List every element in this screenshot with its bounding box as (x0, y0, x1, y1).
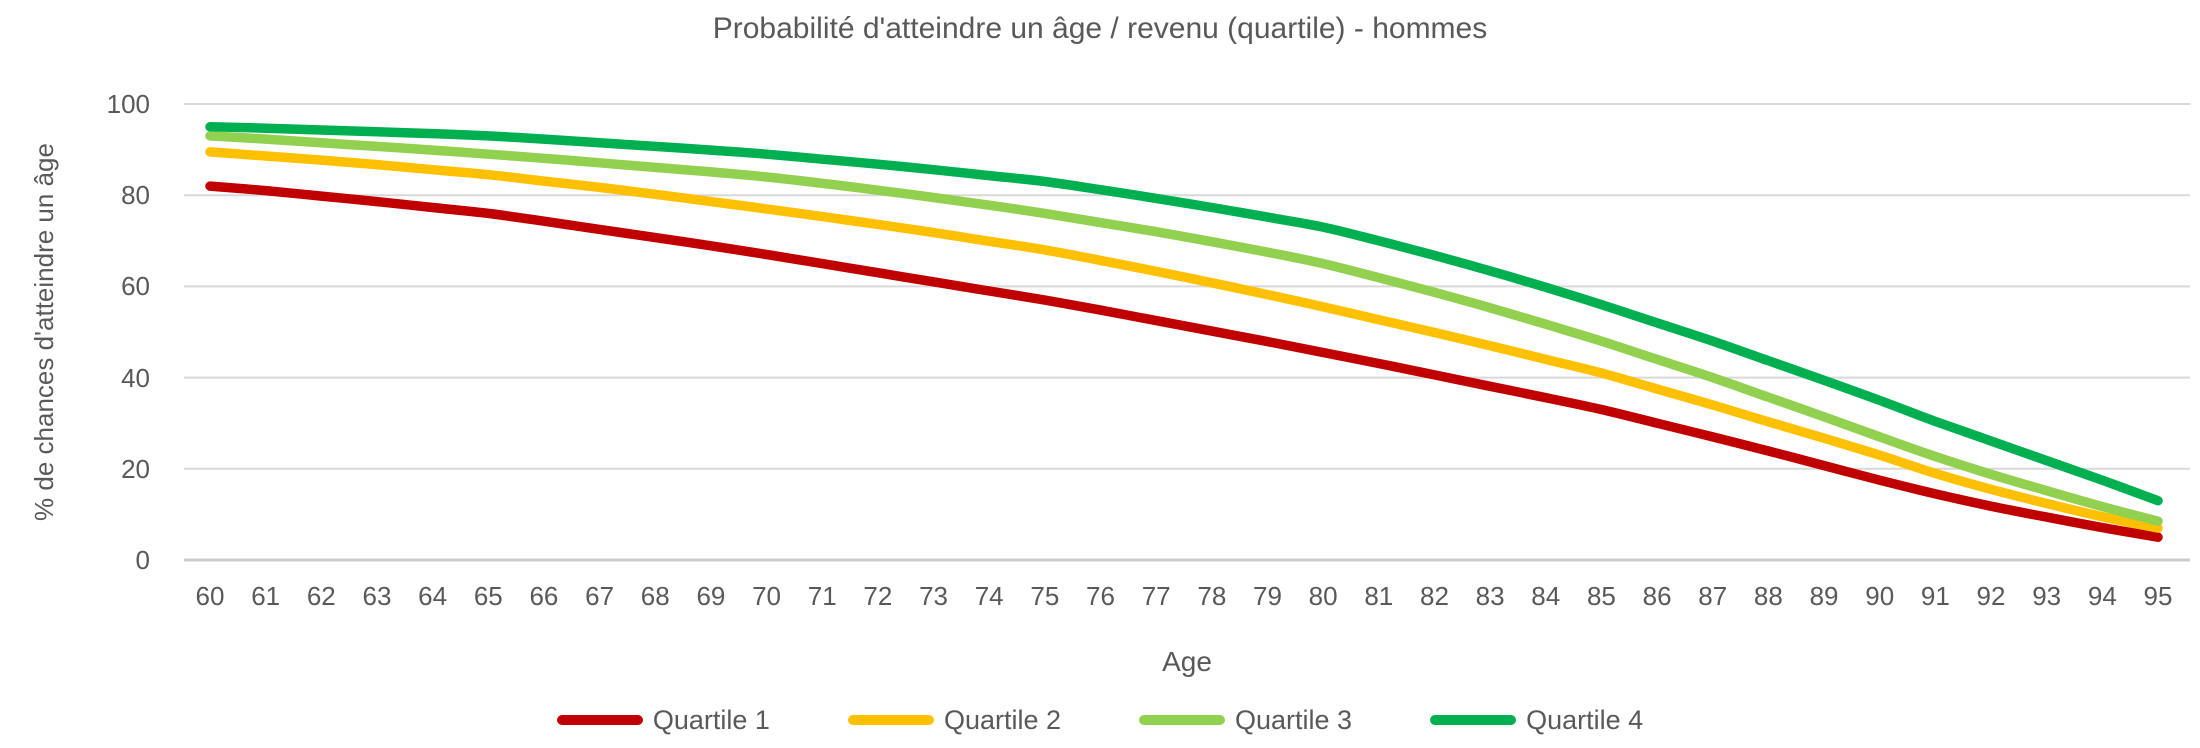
x-tick-label: 86 (1642, 581, 1672, 611)
series-line-quartile-3 (205, 131, 2163, 526)
legend-swatch (556, 715, 643, 725)
x-tick-label: 60 (195, 581, 225, 611)
x-tick-label: 73 (919, 581, 948, 611)
x-tick-label: 95 (2143, 581, 2173, 611)
legend-label: Quartile 3 (1235, 704, 1353, 735)
x-tick-label: 93 (2032, 581, 2062, 611)
x-axis-title: Age (1162, 646, 1212, 677)
legend-swatch (847, 715, 934, 725)
x-tick-label: 71 (807, 581, 837, 611)
x-tick-label: 92 (1976, 581, 2006, 611)
x-tick-label: 80 (1308, 581, 1338, 611)
legend-swatch (1139, 715, 1225, 725)
x-tick-label: 84 (1531, 581, 1561, 611)
x-tick-label: 69 (696, 581, 726, 611)
y-tick-label: 60 (121, 271, 150, 302)
x-tick-label: 88 (1753, 581, 1783, 611)
x-tick-label: 89 (1809, 581, 1839, 611)
x-tick-label: 70 (752, 581, 782, 611)
x-tick-label: 64 (418, 581, 448, 611)
x-tick-label: 77 (1141, 581, 1171, 611)
y-tick-label: 80 (121, 180, 150, 211)
legend-item-quartile-2: Quartile 2 (847, 704, 1061, 736)
x-tick-label: 91 (1920, 581, 1950, 611)
y-tick-label: 0 (135, 545, 150, 575)
chart-title: Probabilité d'atteindre un âge / revenu … (712, 12, 1488, 45)
y-tick-label: 100 (106, 89, 150, 119)
series-line-quartile-1 (205, 181, 2163, 542)
legend-item-quartile-4: Quartile 4 (1430, 705, 1643, 736)
x-tick-label: 68 (640, 581, 670, 611)
series-line-quartile-4 (205, 122, 2163, 506)
x-tick-label: 72 (863, 581, 893, 611)
x-tick-label: 61 (251, 581, 281, 611)
x-tick-label: 76 (1086, 581, 1115, 611)
x-tick-label: 62 (306, 581, 336, 611)
x-tick-label: 67 (585, 581, 615, 611)
x-tick-label: 78 (1197, 581, 1227, 611)
legend-swatch (1430, 715, 1517, 725)
x-tick-label: 74 (974, 581, 1004, 611)
x-tick-label: 90 (1865, 581, 1895, 611)
x-tick-label: 79 (1253, 581, 1282, 611)
legend-item-quartile-1: Quartile 1 (556, 704, 770, 736)
x-tick-label: 82 (1419, 581, 1449, 611)
series-line-quartile-2 (205, 147, 2163, 533)
x-tick-label: 63 (362, 581, 392, 611)
x-tick-label: 85 (1586, 581, 1616, 611)
x-tick-label: 94 (2087, 581, 2117, 611)
legend-label: Quartile 4 (1526, 704, 1644, 735)
x-tick-label: 75 (1030, 581, 1060, 611)
y-tick-label: 40 (121, 362, 150, 393)
x-tick-label: 65 (473, 581, 503, 611)
legend: Quartile 1 Quartile 2 Quartile 3 Quartile 4 (0, 700, 2200, 740)
x-tick-label: 87 (1698, 581, 1728, 611)
legend-label: Quartile 2 (943, 704, 1061, 735)
legend-label: Quartile 1 (652, 704, 770, 735)
y-tick-label: 20 (121, 453, 150, 484)
legend-item-quartile-3: Quartile 3 (1139, 705, 1352, 736)
x-tick-label: 66 (529, 581, 559, 611)
x-tick-label: 81 (1364, 581, 1394, 611)
x-tick-label: 83 (1475, 581, 1505, 611)
